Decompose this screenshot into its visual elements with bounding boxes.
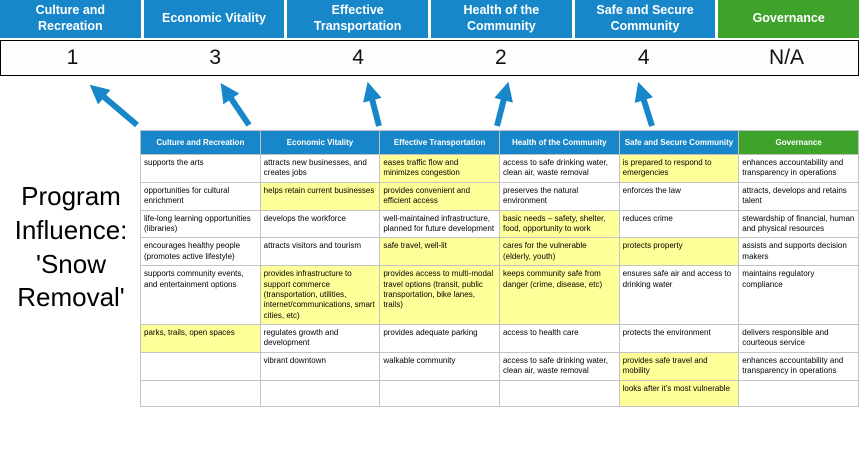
matrix-cell: develops the workforce — [259, 209, 381, 239]
matrix-cell-highlighted: helps retain current businesses — [259, 181, 381, 211]
matrix-cell: access to health care — [498, 324, 620, 353]
scoreboard-header-band: Culture and Recreation Economic Vitality E… — [0, 0, 859, 38]
matrix-cell: access to safe drinking water, clean air… — [498, 154, 620, 183]
matrix-header-6: Governance — [738, 130, 859, 155]
matrix-cell — [140, 351, 261, 381]
matrix-cell: reduces crime — [618, 209, 740, 239]
matrix-cell: encourages healthy people (promotes acti… — [140, 237, 261, 267]
pillar-score-5: 4 — [637, 46, 650, 69]
matrix-cell: regulates growth and development — [259, 324, 381, 353]
matrix-row: supports the arts attracts new businesses… — [140, 154, 859, 183]
pillar-header-2: Economic Vitality — [143, 0, 285, 38]
matrix-cell-highlighted: is prepared to respond to emergencies — [618, 154, 740, 183]
matrix-cell: provides adequate parking — [379, 324, 500, 353]
pillar-header-5: Safe and Secure Community — [574, 0, 716, 38]
matrix-cell-highlighted: keeps community safe from danger (crime,… — [498, 265, 620, 326]
up-arrow-icon — [363, 81, 382, 127]
matrix-row: supports community events, and entertain… — [140, 265, 859, 326]
matrix-row: life-long learning opportunities (librar… — [140, 209, 859, 239]
matrix-cell-highlighted: basic needs – safety, shelter, food, opp… — [498, 209, 620, 239]
matrix-cell-highlighted: provides convenient and efficient access — [379, 181, 500, 211]
matrix-cell: ensures safe air and access to drinking … — [618, 265, 740, 326]
scoreboard-score-band: 1 3 4 2 4 N/A — [0, 40, 859, 76]
program-title-line: Influence: — [14, 214, 128, 245]
matrix-cell — [259, 379, 381, 407]
matrix-header-3: Effective Transportation — [379, 130, 500, 155]
matrix-cell-highlighted: provides safe travel and mobility — [618, 351, 740, 381]
matrix-cell: delivers responsible and courteous servi… — [738, 324, 859, 353]
influence-matrix: Culture and Recreation Economic Vitality E… — [140, 130, 859, 407]
matrix-cell: enhances accountability and transparency… — [738, 351, 859, 381]
matrix-row: looks after it's most vulnerable — [140, 379, 859, 407]
matrix-cell: enhances accountability and transparency… — [738, 154, 859, 183]
up-arrow-icon — [494, 81, 513, 127]
matrix-cell: vibrant downtown — [259, 351, 381, 381]
matrix-cell: access to safe drinking water, clean air… — [498, 351, 620, 381]
matrix-cell: attracts, develops and retains talent — [738, 181, 859, 211]
up-arrow-icon — [634, 81, 655, 127]
matrix-cell-highlighted: parks, trails, open spaces — [140, 324, 261, 353]
pillar-score-3: 4 — [352, 46, 364, 69]
matrix-cell: stewardship of financial, human and phys… — [738, 209, 859, 239]
program-title-line: Program — [21, 181, 121, 211]
matrix-cell: walkable community — [379, 351, 500, 381]
matrix-cell-highlighted: cares for the vulnerable (elderly, youth… — [498, 237, 620, 267]
matrix-cell-highlighted: eases traffic flow and minimizes congest… — [379, 154, 500, 183]
matrix-cell: supports the arts — [140, 154, 261, 183]
matrix-cell — [379, 379, 500, 407]
matrix-header-4: Health of the Community — [498, 130, 620, 155]
matrix-cell-highlighted: provides access to multi-modal travel op… — [379, 265, 500, 326]
score-arrows — [89, 81, 655, 128]
up-arrow-icon — [89, 84, 139, 128]
program-title: Program Influence: 'Snow Removal' — [0, 180, 142, 315]
matrix-cell: protects the environment — [618, 324, 740, 353]
matrix-cell-highlighted: provides infrastructure to support comme… — [259, 265, 381, 326]
matrix-cell — [140, 379, 261, 407]
matrix-cell: preserves the natural environment — [498, 181, 620, 211]
matrix-row: parks, trails, open spaces regulates grow… — [140, 324, 859, 353]
pillar-header-4: Health of the Community — [431, 0, 572, 38]
pillar-score-6: N/A — [769, 46, 805, 69]
matrix-cell: attracts new businesses, and creates job… — [259, 154, 381, 183]
program-title-line: 'Snow — [35, 248, 106, 279]
pillar-score-4: 2 — [495, 46, 507, 69]
matrix-cell — [738, 379, 859, 407]
matrix-row: encourages healthy people (promotes acti… — [140, 237, 859, 267]
matrix-cell-highlighted: safe travel, well-lit — [379, 237, 500, 267]
matrix-cell: assists and supports decision makers — [738, 237, 859, 267]
matrix-row: opportunities for cultural enrichment hel… — [140, 181, 859, 211]
matrix-cell: well-maintained infrastructure, planned … — [379, 209, 500, 239]
matrix-cell: enforces the law — [618, 181, 740, 211]
pillar-score-2: 3 — [209, 46, 222, 69]
matrix-cell: opportunities for cultural enrichment — [140, 181, 261, 211]
matrix-header-2: Economic Vitality — [259, 130, 381, 155]
matrix-header-5: Safe and Secure Community — [618, 130, 740, 155]
matrix-cell-highlighted: looks after it's most vulnerable — [618, 379, 740, 407]
matrix-cell: supports community events, and entertain… — [140, 265, 261, 326]
program-title-line: Removal' — [17, 282, 125, 313]
matrix-cell-highlighted: protects property — [618, 237, 740, 267]
matrix-cell: maintains regulatory compliance — [738, 265, 859, 326]
pillar-header-3: Effective Transportation — [287, 0, 429, 38]
pillar-header-1: Culture and Recreation — [0, 0, 141, 38]
matrix-header-1: Culture and Recreation — [140, 130, 261, 155]
matrix-row: vibrant downtown walkable community access… — [140, 351, 859, 381]
up-arrow-icon — [220, 83, 252, 127]
pillar-score-1: 1 — [66, 46, 79, 69]
matrix-cell — [498, 379, 620, 407]
pillar-header-6: Governance — [718, 0, 859, 38]
matrix-cell: attracts visitors and tourism — [259, 237, 381, 267]
matrix-cell: life-long learning opportunities (librar… — [140, 209, 261, 239]
